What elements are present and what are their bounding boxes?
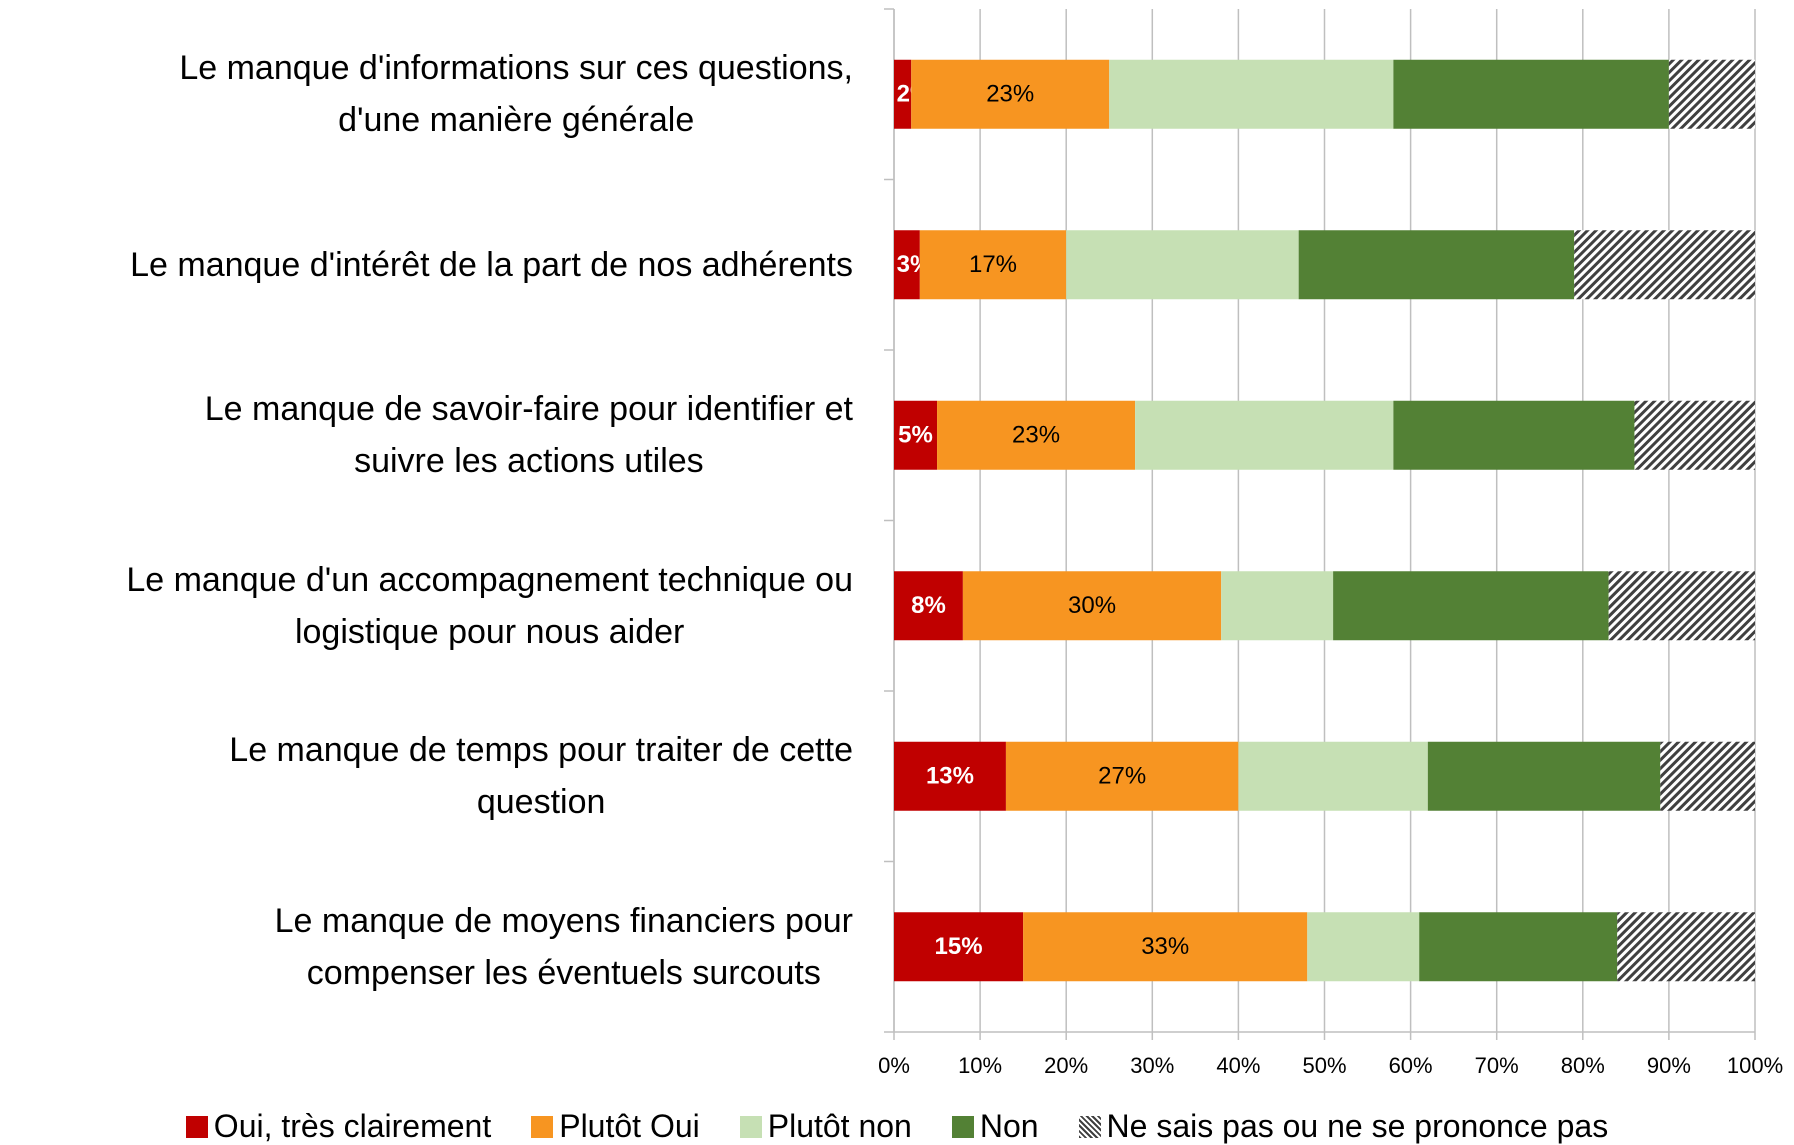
bar-segment (1393, 400, 1635, 470)
data-label: 30% (1068, 592, 1116, 619)
bar-segment (1333, 571, 1609, 641)
category-label: Le manque de temps pour traiter de cette… (0, 724, 853, 828)
data-label: 13% (926, 763, 974, 790)
category-text: Le manque de temps pour traiter de cette… (229, 731, 853, 822)
bar-segment (1393, 59, 1669, 129)
bar-segment (1660, 741, 1755, 811)
data-label: 8% (911, 592, 946, 619)
bar-segment (911, 59, 1110, 129)
legend-swatch (739, 1115, 762, 1138)
x-tick-label: 40% (1216, 1053, 1260, 1078)
bar-segment (1066, 230, 1299, 300)
bar-segment (894, 571, 963, 641)
category-text: Le manque de moyens financiers pour comp… (274, 901, 853, 992)
data-label: 23% (1012, 422, 1060, 449)
bar-segment (962, 571, 1222, 641)
bar-segment (919, 230, 1067, 300)
legend-item: Oui, très clairement (185, 1108, 492, 1145)
legend-swatch (951, 1115, 974, 1138)
legend-item: Non (951, 1108, 1039, 1145)
legend-label: Plutôt Oui (559, 1108, 700, 1144)
category-label: Le manque de savoir-faire pour identifie… (0, 383, 853, 487)
category-text: Le manque d'un accompagnement technique … (126, 560, 853, 651)
bar-segment (937, 400, 1136, 470)
bar-segment (1023, 912, 1308, 982)
legend-swatch (531, 1115, 554, 1138)
bar-segment (894, 912, 1024, 982)
bar-segment (1617, 912, 1755, 982)
bar-segment (1634, 400, 1755, 470)
bar-segment (894, 741, 1006, 811)
bar-segment (1307, 912, 1420, 982)
x-tick-label: 90% (1647, 1053, 1691, 1078)
legend-swatch (1078, 1115, 1101, 1138)
legend-label: Oui, très clairement (213, 1108, 492, 1144)
bar-segment (1608, 571, 1755, 641)
category-label: Le manque de moyens financiers pour comp… (0, 895, 853, 999)
legend-item: Ne sais pas ou ne se prononce pas (1078, 1108, 1609, 1145)
legend-label: Non (979, 1108, 1039, 1144)
bar-segment (894, 400, 938, 470)
x-tick-label: 100% (1727, 1053, 1783, 1078)
category-text: Le manque de savoir-faire pour identifie… (204, 390, 853, 481)
x-tick-label: 60% (1389, 1053, 1433, 1078)
legend-item: Plutôt Oui (531, 1108, 700, 1145)
data-label: 17% (969, 251, 1017, 278)
data-label: 27% (1098, 763, 1146, 790)
legend: Oui, très clairement Plutôt Oui Plutôt non… (0, 1108, 1794, 1145)
bar-segment (1005, 741, 1239, 811)
x-tick-label: 0% (878, 1053, 910, 1078)
bar-segment (1427, 741, 1661, 811)
x-tick-label: 10% (958, 1053, 1002, 1078)
category-label: Le manque d'informations sur ces questio… (0, 42, 853, 146)
bar-segment (1668, 59, 1755, 129)
bar-segment (1574, 230, 1755, 300)
bar-segment (1135, 400, 1394, 470)
bar-segment (1238, 741, 1428, 811)
x-tick-label: 70% (1475, 1053, 1519, 1078)
category-text: Le manque d'intérêt de la part de nos ad… (130, 245, 853, 284)
legend-label: Plutôt non (767, 1108, 912, 1144)
chart: 0%10%20%30%40%50%60%70%80%90%100%2%23%3%… (878, 8, 1783, 1078)
legend-label: Ne sais pas ou ne se prononce pas (1106, 1108, 1609, 1144)
data-label: 15% (935, 933, 983, 960)
bar-segment (1109, 59, 1394, 129)
category-text: Le manque d'informations sur ces questio… (179, 49, 853, 140)
bar-segment (894, 230, 920, 300)
bar-segment (1221, 571, 1334, 641)
bar-segment (1419, 912, 1618, 982)
category-label: Le manque d'intérêt de la part de nos ad… (0, 239, 853, 291)
x-tick-label: 30% (1130, 1053, 1174, 1078)
bar-segment (1298, 230, 1575, 300)
x-tick-label: 20% (1044, 1053, 1088, 1078)
data-label: 5% (898, 422, 933, 449)
data-label: 23% (986, 81, 1034, 108)
category-label: Le manque d'un accompagnement technique … (0, 554, 853, 658)
x-tick-label: 80% (1561, 1053, 1605, 1078)
legend-item: Plutôt non (739, 1108, 912, 1145)
legend-swatch (185, 1115, 208, 1138)
x-tick-label: 50% (1302, 1053, 1346, 1078)
data-label: 33% (1141, 933, 1189, 960)
bar-segment (894, 59, 912, 129)
